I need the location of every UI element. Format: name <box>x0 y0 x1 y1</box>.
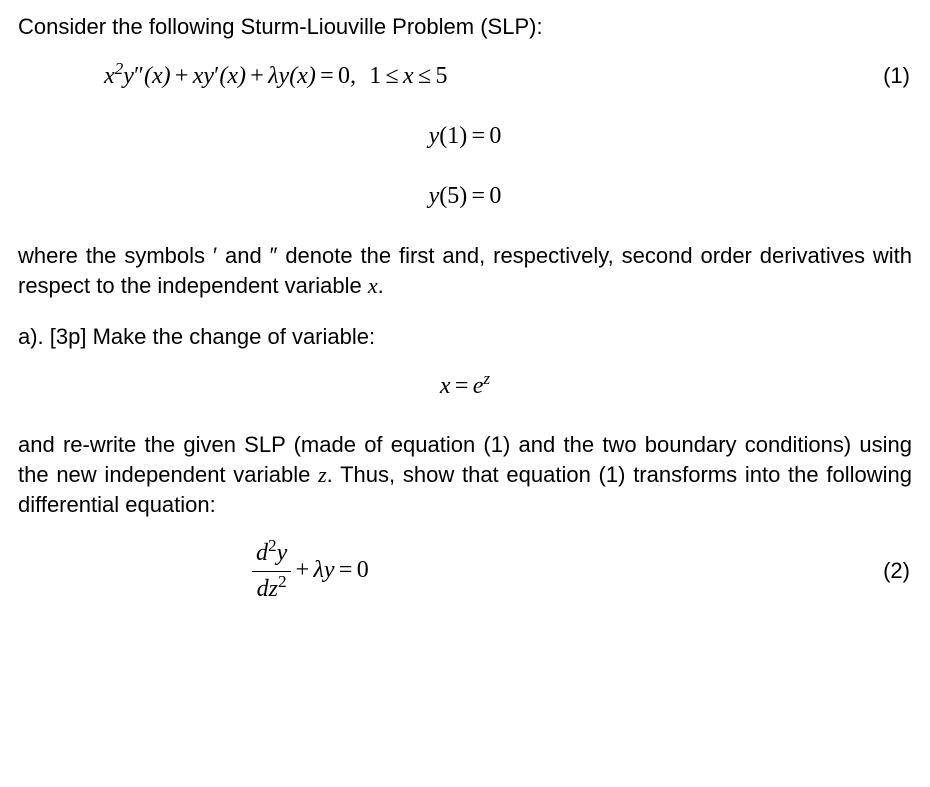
equation-1-cell: x2y″(x)+xy′(x)+λy(x)=0,1≤x≤5 <box>18 60 883 92</box>
boundary-condition-1-cell: y(1)=0 <box>18 120 912 152</box>
intro-paragraph: Consider the following Sturm-Liouville P… <box>18 12 912 42</box>
equation-2-expression: d2y dz2 +λy=0 <box>252 537 369 605</box>
where-end: . <box>378 273 384 298</box>
substitution-cell: x=ez <box>18 370 912 402</box>
equation-1-expression: x2y″(x)+xy′(x)+λy(x)=0,1≤x≤5 <box>104 60 447 92</box>
equation-2-row: d2y dz2 +λy=0 (2) <box>18 537 912 605</box>
variable-x: x <box>368 273 378 298</box>
equation-2-denominator: dz2 <box>252 572 291 605</box>
equation-2-fraction: d2y dz2 <box>252 537 291 605</box>
boundary-condition-1: y(1)=0 <box>429 120 502 152</box>
boundary-condition-1-row: y(1)=0 <box>18 120 912 152</box>
substitution-row: x=ez <box>18 370 912 402</box>
part-a-paragraph: a). [3p] Make the change of variable: <box>18 322 912 352</box>
equation-2-rest: +λy=0 <box>291 557 368 583</box>
boundary-condition-2: y(5)=0 <box>429 180 502 212</box>
where-pre: where the symbols <box>18 243 213 268</box>
equation-2-number: (2) <box>883 556 912 586</box>
after-sub-paragraph: and re-write the given SLP (made of equa… <box>18 430 912 519</box>
where-paragraph: where the symbols ′ and ″ denote the fir… <box>18 241 912 300</box>
equation-1-row: x2y″(x)+xy′(x)+λy(x)=0,1≤x≤5 (1) <box>18 60 912 92</box>
equation-2-numerator: d2y <box>252 537 291 571</box>
variable-z: z <box>318 462 327 487</box>
boundary-condition-2-row: y(5)=0 <box>18 180 912 212</box>
substitution-expression: x=ez <box>440 370 490 402</box>
equation-2-cell: d2y dz2 +λy=0 <box>18 537 883 605</box>
where-mid1: and <box>217 243 270 268</box>
boundary-condition-2-cell: y(5)=0 <box>18 180 912 212</box>
equation-1-number: (1) <box>883 61 912 91</box>
